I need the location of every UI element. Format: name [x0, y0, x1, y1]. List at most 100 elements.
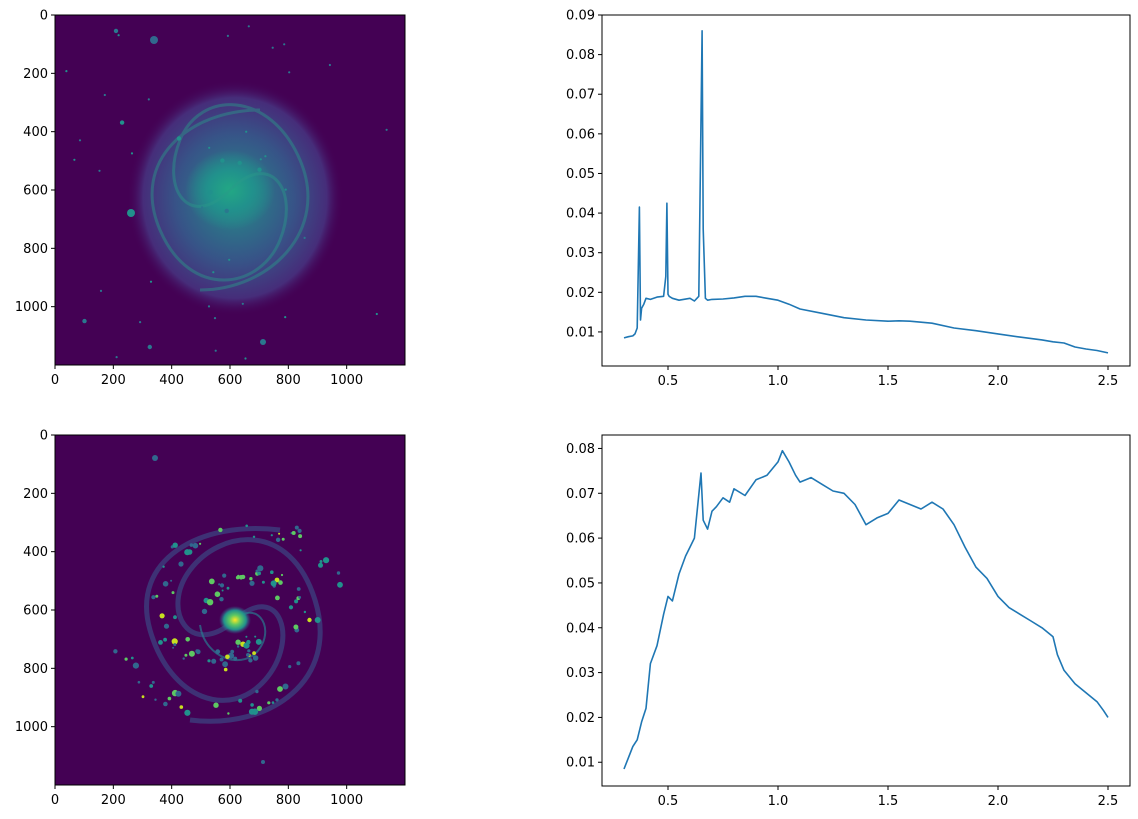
star-point — [288, 71, 291, 74]
star-point — [201, 206, 204, 209]
star-point — [130, 152, 134, 155]
knot-point — [261, 760, 265, 764]
star-point — [303, 236, 306, 239]
y-tick-label: 0.07 — [566, 88, 595, 103]
x-tick-label: 1000 — [330, 793, 363, 808]
knot-point — [255, 638, 262, 645]
star-point — [244, 357, 247, 360]
x-tick-label: 0 — [51, 793, 59, 808]
y-tick-label: 0.02 — [566, 711, 595, 726]
knot-point — [256, 705, 262, 712]
knot-point — [257, 571, 261, 576]
x-tick-label: 200 — [101, 373, 126, 388]
knot-point — [246, 639, 251, 645]
knot-point — [188, 650, 195, 657]
series-line — [623, 449, 1109, 770]
knot-point — [238, 698, 243, 703]
knot-point — [171, 638, 178, 645]
knot-point — [208, 578, 215, 585]
knot-point — [336, 571, 341, 575]
star-point — [207, 305, 211, 308]
knot-point — [252, 651, 256, 655]
star-point — [237, 160, 242, 166]
y-tick-label: 200 — [23, 487, 48, 502]
spiral-arms — [144, 526, 323, 724]
knot-point — [162, 581, 169, 587]
x-tick-label: 200 — [101, 793, 126, 808]
knot-point — [281, 537, 285, 541]
knot-point — [254, 635, 257, 638]
y-tick-label: 600 — [23, 184, 48, 199]
knot-point — [307, 617, 312, 623]
knot-point — [251, 708, 259, 715]
y-tick-label: 0.08 — [566, 48, 595, 63]
star-point — [271, 46, 274, 49]
knot-point — [218, 527, 223, 533]
star-point — [147, 98, 150, 101]
knot-point — [294, 599, 299, 604]
knot-point — [163, 623, 170, 629]
star-point — [220, 158, 225, 163]
knot-point — [298, 534, 303, 539]
star-point — [150, 36, 158, 44]
knot-point — [237, 574, 240, 578]
star-point — [147, 344, 152, 350]
y-tick-label: 400 — [23, 545, 48, 560]
knot-point — [162, 565, 165, 568]
y-tick-label: 1000 — [15, 300, 48, 315]
knot-point — [318, 562, 323, 568]
knot-point — [207, 659, 211, 663]
knot-point — [226, 586, 230, 590]
star-point — [103, 93, 106, 97]
knot-point — [277, 686, 283, 692]
knot-point — [270, 534, 273, 537]
knot-point — [213, 702, 219, 708]
knot-point — [235, 639, 241, 645]
knot-point — [288, 665, 292, 669]
knot-point — [158, 640, 163, 645]
knot-point — [296, 587, 301, 591]
knot-point — [206, 599, 214, 606]
knot-point — [219, 583, 225, 588]
knot-point — [132, 662, 139, 669]
knot-point — [278, 580, 283, 585]
y-tick-label: 800 — [23, 242, 48, 257]
knot-point — [246, 653, 250, 657]
star-point — [78, 139, 82, 142]
knot-point — [249, 577, 253, 581]
knot-point — [299, 549, 302, 552]
spiral-arms — [150, 103, 310, 292]
spectrum-chart-top: 0.5 1.0 1.5 2.0 2.5 0.01 0.02 0.03 0.04 0.05 0.06 0… — [566, 9, 1131, 389]
y-tick-label: 0.09 — [566, 9, 595, 24]
y-tick-label: 1000 — [15, 720, 48, 735]
knot-point — [185, 637, 190, 642]
knot-point — [278, 532, 281, 535]
knot-point — [195, 649, 201, 655]
star-forming-knots — [113, 455, 343, 764]
knot-point — [167, 696, 172, 701]
knot-point — [201, 608, 208, 615]
knot-point — [293, 624, 299, 630]
knot-point — [141, 695, 145, 699]
star-point — [213, 317, 217, 320]
star-point — [98, 169, 101, 172]
star-point — [241, 302, 244, 305]
y-tick-label: 0.06 — [566, 532, 595, 547]
field-stars — [65, 25, 388, 360]
star-point — [115, 356, 118, 359]
knot-point — [270, 570, 274, 574]
knot-point — [130, 656, 134, 660]
knot-point — [171, 591, 175, 595]
x-tick-label: 1.0 — [768, 794, 789, 809]
x-tick-label: 0 — [51, 373, 59, 388]
star-point — [113, 28, 119, 34]
knot-point — [214, 591, 221, 597]
knot-point — [280, 573, 284, 577]
knot-point — [267, 701, 271, 705]
knot-point — [222, 573, 227, 578]
knot-point — [223, 667, 228, 672]
x-tick-label: 800 — [276, 373, 301, 388]
star-point — [117, 34, 120, 37]
knot-point — [249, 580, 255, 586]
